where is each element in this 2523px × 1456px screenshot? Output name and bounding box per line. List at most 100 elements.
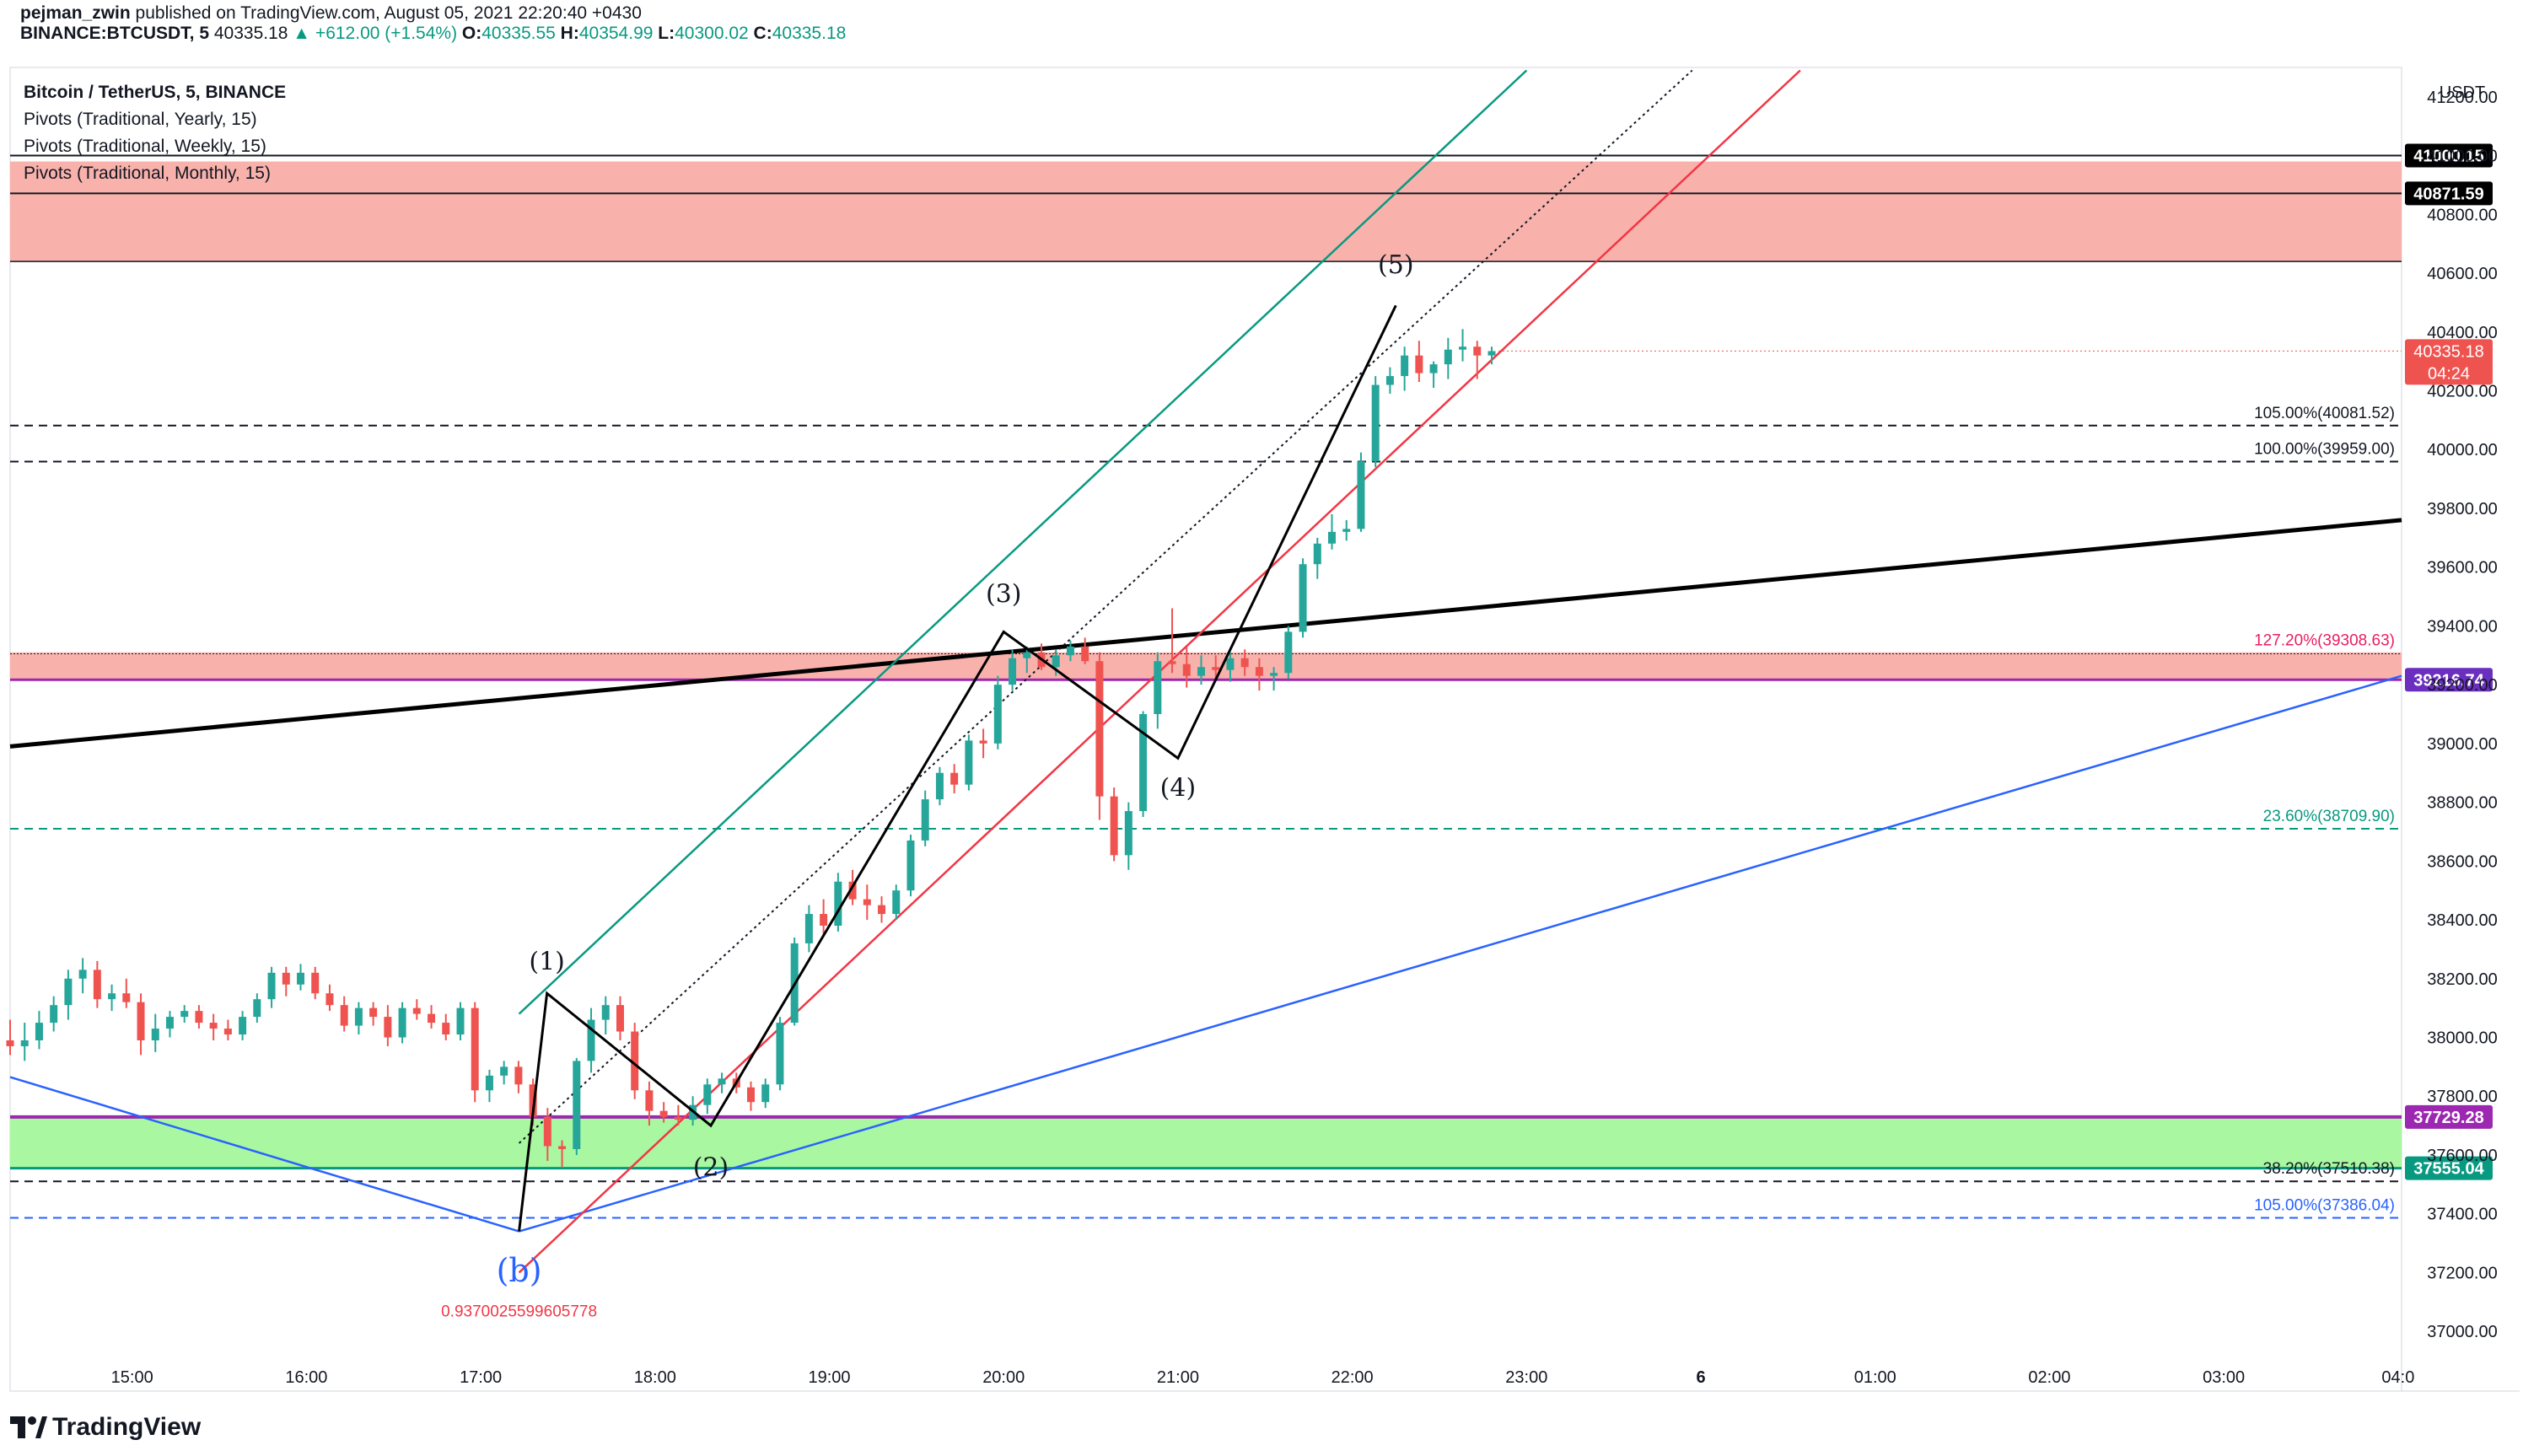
- candle-body: [1139, 714, 1148, 812]
- price-tick-label: 39400.00: [2427, 617, 2497, 636]
- candle-body: [1371, 384, 1380, 462]
- candle-body: [1401, 355, 1409, 377]
- candle-body: [1066, 646, 1074, 656]
- legend-yearly-pivots[interactable]: Pivots (Traditional, Yearly, 15): [24, 110, 257, 129]
- candle-body: [1124, 811, 1132, 856]
- candle-body: [573, 1061, 581, 1149]
- price-tick-label: 41000.00: [2427, 148, 2497, 166]
- legend-weekly-pivots[interactable]: Pivots (Traditional, Weekly, 15): [24, 137, 266, 156]
- candle-body: [1182, 664, 1191, 676]
- pivot-price-tag: [2405, 1156, 2493, 1180]
- candle-body: [267, 972, 276, 1000]
- last-price: 40335.18: [213, 24, 288, 43]
- fib-level-label: 105.00%(37386.04): [2254, 1197, 2395, 1215]
- time-tick-label: 03:00: [2203, 1368, 2245, 1387]
- up-arrow-icon: ▲: [293, 24, 311, 43]
- symbol-label[interactable]: BINANCE:BTCUSDT, 5: [20, 24, 210, 43]
- ohlc-line: BINANCE:BTCUSDT, 5 40335.18 ▲ +612.00 (+…: [20, 24, 846, 44]
- candle-body: [1473, 347, 1482, 356]
- price-tick-label: 38200.00: [2427, 970, 2497, 989]
- candle-body: [950, 772, 959, 785]
- time-tick-label: 21:00: [1157, 1368, 1199, 1387]
- time-tick-label: 01:00: [1854, 1368, 1896, 1387]
- candle-body: [935, 772, 944, 800]
- trend-line-blue-down: [9, 1076, 519, 1233]
- close-label: C:: [753, 24, 772, 43]
- fib-level-label: 100.00%(39959.00): [2254, 441, 2395, 459]
- candle-body: [529, 1084, 537, 1117]
- publish-line: pejman_zwin published on TradingView.com…: [20, 3, 642, 24]
- time-tick-label: 04:0: [2381, 1368, 2414, 1387]
- wave-label: (5): [1378, 250, 1414, 280]
- open-label: O:: [461, 24, 482, 43]
- candle-body: [1212, 667, 1220, 670]
- candle-body: [1313, 543, 1321, 565]
- candle-body: [659, 1110, 668, 1117]
- close-value: 40335.18: [772, 24, 847, 43]
- candle-body: [180, 1011, 189, 1018]
- price-tick-label: 37000.00: [2427, 1323, 2497, 1341]
- candle-body: [340, 1005, 348, 1026]
- low-value: 40300.02: [675, 24, 749, 43]
- candle-body: [428, 1013, 436, 1023]
- candle-body: [108, 993, 116, 1000]
- channel-line-teal: [518, 69, 1528, 1015]
- candle-body: [1081, 646, 1089, 662]
- wave-label: (4): [1160, 774, 1197, 803]
- candle-body: [311, 972, 320, 994]
- candle-body: [1255, 667, 1263, 676]
- candle-body: [558, 1146, 567, 1149]
- candle-body: [674, 1116, 682, 1120]
- candle-body: [703, 1084, 712, 1105]
- candle-body: [412, 1007, 421, 1014]
- fib-level-label: 23.60%(38709.90): [2263, 808, 2395, 825]
- time-tick-label: 19:00: [808, 1368, 850, 1387]
- candle-body: [848, 881, 857, 900]
- pivot-price-label: 41000.15: [2413, 148, 2483, 166]
- candle-body: [50, 1005, 58, 1023]
- fib-level-label: 38.20%(37510.38): [2263, 1160, 2395, 1178]
- candle-body: [1052, 655, 1060, 668]
- legend-monthly-pivots[interactable]: Pivots (Traditional, Monthly, 15): [24, 164, 271, 183]
- candle-body: [1009, 658, 1017, 685]
- candle-body: [776, 1023, 784, 1085]
- candle-countdown: 04:24: [2428, 364, 2470, 383]
- price-tick-label: 39200.00: [2427, 676, 2497, 695]
- time-tick-label: 02:00: [2028, 1368, 2070, 1387]
- plot-frame: [9, 67, 2402, 1392]
- candle-body: [514, 1066, 523, 1085]
- candle-body: [1095, 661, 1104, 797]
- price-tick-label: 39600.00: [2427, 559, 2497, 578]
- candle-body: [1357, 461, 1365, 529]
- candle-body: [761, 1084, 770, 1103]
- price-tick-label: 38800.00: [2427, 794, 2497, 813]
- candle-body: [151, 1029, 159, 1040]
- candle-body: [239, 1017, 247, 1035]
- tradingview-logo[interactable]: TradingView: [10, 1413, 201, 1442]
- candle-body: [223, 1029, 232, 1035]
- pivot-price-tag: [2405, 143, 2493, 168]
- price-tick-label: 40000.00: [2427, 441, 2497, 459]
- candle-body: [1023, 652, 1031, 658]
- candle-body: [6, 1040, 14, 1046]
- price-tick-label: 40400.00: [2427, 324, 2497, 342]
- candle-body: [601, 1005, 610, 1020]
- pivot-price-label: 40871.59: [2413, 185, 2483, 203]
- author-name[interactable]: pejman_zwin: [20, 3, 131, 23]
- candle-body: [1110, 796, 1118, 856]
- price-tick-label: 37800.00: [2427, 1088, 2497, 1106]
- candle-body: [921, 799, 929, 841]
- wave-label: (3): [986, 580, 1022, 610]
- legend-title[interactable]: Bitcoin / TetherUS, 5, BINANCE: [24, 83, 287, 102]
- candle-body: [471, 1007, 479, 1091]
- candle-body: [892, 890, 901, 915]
- time-tick-label: 20:00: [982, 1368, 1025, 1387]
- fib-level-label: 127.20%(39308.63): [2254, 631, 2395, 649]
- candle-body: [804, 914, 813, 943]
- candle-body: [253, 999, 261, 1018]
- candle-body: [1197, 667, 1205, 676]
- price-tick-label: 40800.00: [2427, 206, 2497, 224]
- high-label: H:: [560, 24, 579, 43]
- candle-body: [1444, 349, 1452, 365]
